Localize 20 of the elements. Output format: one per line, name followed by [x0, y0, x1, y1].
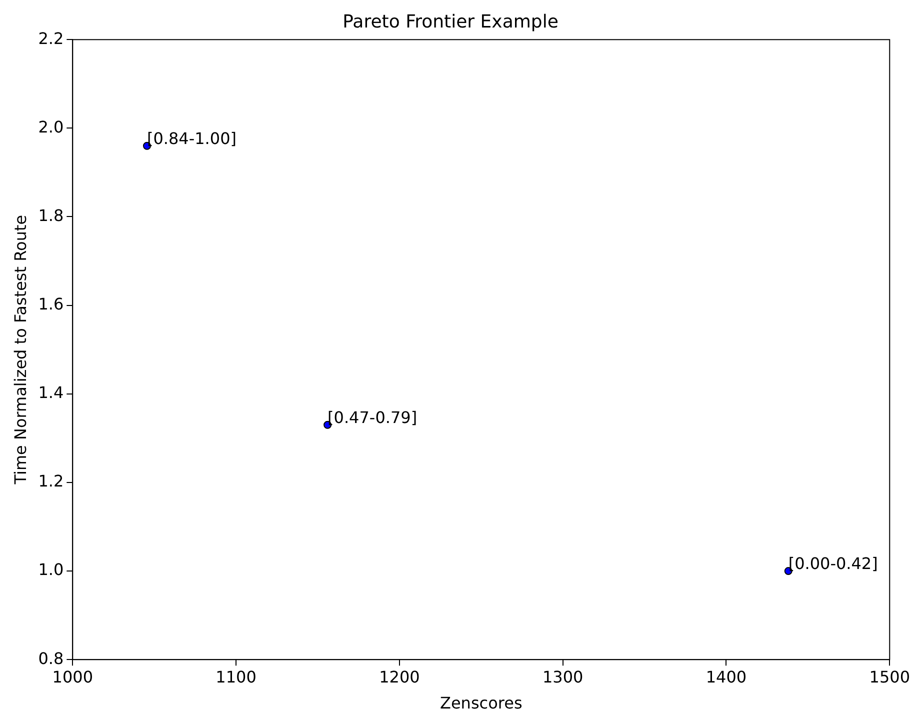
chart-title: Pareto Frontier Example: [342, 11, 558, 32]
x-tick-label: 1500: [869, 667, 910, 686]
x-tick-label: 1000: [52, 667, 94, 686]
annotation: [0.00-0.42]: [788, 554, 878, 574]
y-tick-label: 1.0: [38, 560, 64, 580]
x-tick-label: 1100: [216, 667, 256, 686]
y-tick-label: 1.4: [38, 383, 64, 402]
y-tick-label: 2.2: [38, 28, 64, 48]
y-tick-label: 1.2: [38, 472, 64, 491]
x-tick-label: 1300: [542, 667, 584, 686]
y-tick-label: 2.0: [38, 117, 64, 136]
y-tick-label: 0.8: [38, 648, 64, 668]
annotation: [0.84-1.00]: [146, 129, 237, 148]
y-tick-label: 1.6: [38, 294, 64, 314]
x-axis-title: Zenscores: [440, 694, 522, 713]
y-axis-title: Time Normalized to Fastest Route: [10, 214, 30, 486]
x-tick-label: 1200: [379, 667, 420, 686]
annotation: [0.47-0.79]: [328, 408, 418, 428]
y-tick-label: 1.8: [38, 206, 64, 225]
x-tick-label: 1400: [706, 667, 747, 686]
